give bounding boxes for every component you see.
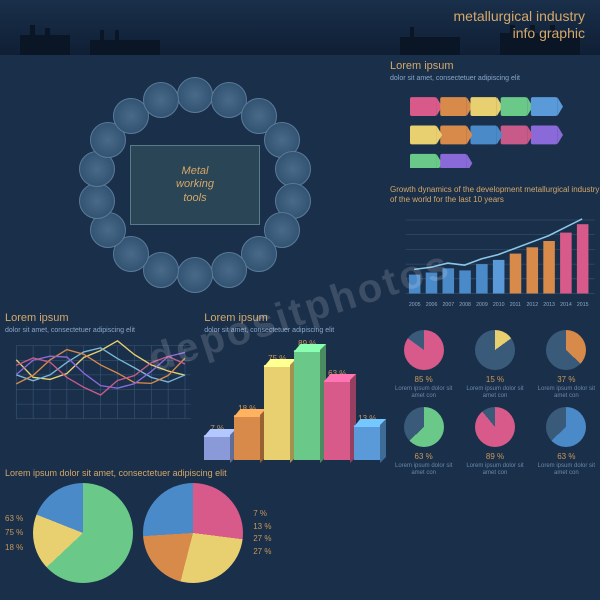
growth-chart: 2005 2006 2007 2008 2009 2010 2011 2012 2013 2014…	[390, 207, 600, 317]
header: metallurgical industry info graphic	[0, 0, 600, 55]
bar3d: 18 %	[234, 404, 260, 460]
bar3d: 89 %	[294, 339, 320, 460]
tool-icon	[177, 257, 213, 293]
snake-panel: Lorem ipsum dolor sit amet, consectetuer…	[390, 60, 600, 180]
svg-text:2011: 2011	[510, 302, 521, 308]
tools-ring: Metal working tools	[5, 60, 385, 310]
svg-text:2015: 2015	[577, 302, 589, 308]
snake-chart	[390, 83, 600, 168]
pie-chart-right	[143, 483, 243, 583]
bar3d: 7 %	[204, 424, 230, 460]
line-chart	[5, 340, 196, 430]
pie-labels: 7 %13 %27 %27 %	[253, 508, 271, 559]
small-pie: 63 % Lorem ipsum dolor sit amet con	[533, 407, 600, 476]
tool-icon	[177, 77, 213, 113]
small-pie: 85 % Lorem ipsum dolor sit amet con	[390, 330, 457, 399]
left-column: Metal working tools Lorem ipsum dolor si…	[5, 60, 385, 583]
svg-text:2005: 2005	[409, 302, 421, 308]
tool-icon	[143, 82, 179, 118]
center-box: Metal working tools	[130, 145, 260, 225]
bar3d: 63 %	[324, 369, 350, 460]
page-title: metallurgical industry info graphic	[454, 8, 586, 42]
tool-icon	[275, 151, 311, 187]
line-chart-panel: Lorem ipsum dolor sit amet, consectetuer…	[5, 312, 196, 460]
svg-text:2010: 2010	[493, 302, 505, 308]
svg-text:2012: 2012	[527, 302, 539, 308]
svg-text:2013: 2013	[543, 302, 555, 308]
small-pie: 89 % Lorem ipsum dolor sit amet con	[461, 407, 528, 476]
bar3d: 13 %	[354, 414, 380, 460]
pie-labels: 63 %75 %18 %	[5, 512, 23, 555]
small-pie: 63 % Lorem ipsum dolor sit amet con	[390, 407, 457, 476]
svg-text:2008: 2008	[459, 302, 471, 308]
bar3d: 75 %	[264, 354, 290, 460]
small-pie: 37 % Lorem ipsum dolor sit amet con	[533, 330, 600, 399]
right-column: Lorem ipsum dolor sit amet, consectetuer…	[390, 60, 600, 583]
pie-chart-left	[33, 483, 133, 583]
bar3d-chart: 7 % 18 % 75 % 89 % 63 % 13 %	[204, 340, 385, 460]
section-sub: dolor sit amet, consectetuer adipiscing …	[5, 327, 196, 335]
tool-icon	[79, 183, 115, 219]
small-pie: 15 % Lorem ipsum dolor sit amet con	[461, 330, 528, 399]
svg-text:2007: 2007	[443, 302, 455, 308]
bar3d-panel: Lorem ipsum dolor sit amet, consectetuer…	[204, 312, 385, 460]
growth-panel: Growth dynamics of the development metal…	[390, 185, 600, 322]
svg-text:2014: 2014	[560, 302, 572, 308]
small-pies-panel: 85 % Lorem ipsum dolor sit amet con 15 %…	[390, 330, 600, 476]
tool-icon	[211, 252, 247, 288]
svg-text:2006: 2006	[426, 302, 438, 308]
big-pies-panel: Lorem ipsum dolor sit amet, consectetuer…	[5, 468, 385, 583]
svg-text:2009: 2009	[476, 302, 488, 308]
section-title: Lorem ipsum	[5, 312, 196, 324]
